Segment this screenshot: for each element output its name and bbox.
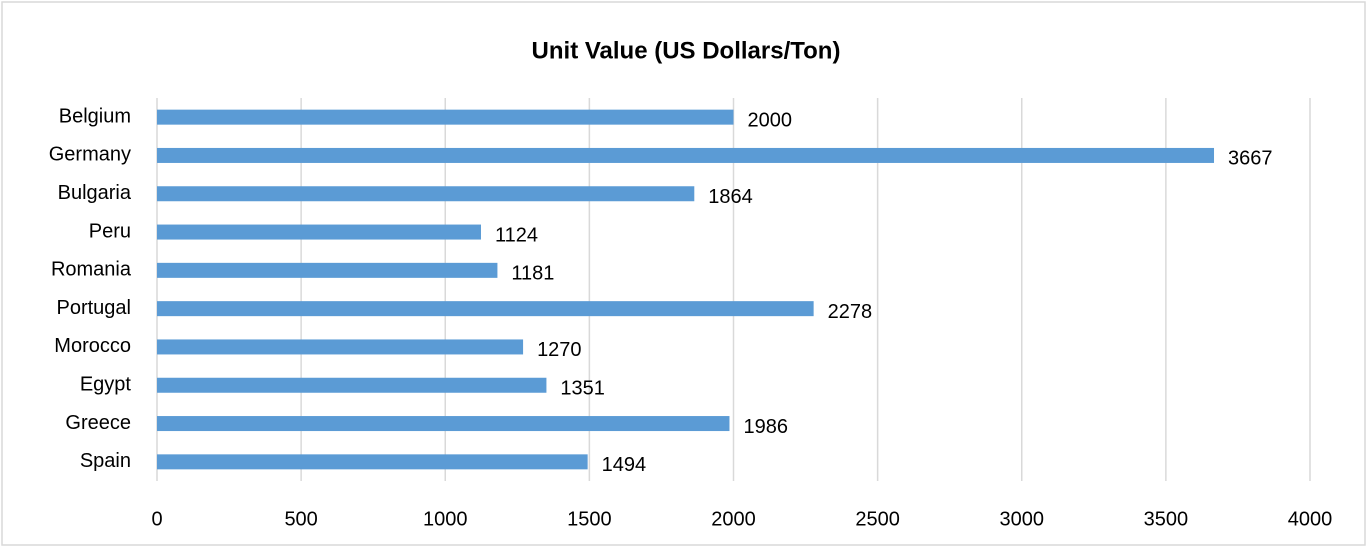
y-tick-label: Egypt	[80, 374, 132, 396]
x-tick-label: 500	[284, 508, 317, 530]
data-label: 1270	[537, 339, 582, 361]
chart-title: Unit Value (US Dollars/Ton)	[532, 37, 841, 64]
x-tick-label: 2500	[855, 508, 900, 530]
bar	[157, 262, 498, 278]
y-tick-label: Bulgaria	[58, 182, 132, 204]
x-tick-label: 3000	[1000, 508, 1045, 530]
x-tick-label: 1000	[423, 508, 468, 530]
bar	[157, 224, 481, 240]
data-label: 3667	[1228, 148, 1273, 170]
y-tick-label: Spain	[80, 450, 131, 472]
x-tick-label: 1500	[567, 508, 612, 530]
bar	[157, 109, 734, 125]
bar	[157, 301, 814, 317]
data-label: 2000	[748, 109, 793, 131]
data-label: 1494	[602, 454, 647, 476]
bar	[157, 339, 524, 355]
bar	[157, 454, 588, 470]
x-tick-label: 2000	[711, 508, 756, 530]
y-tick-label: Greece	[65, 412, 131, 434]
y-tick-label: Germany	[49, 144, 131, 166]
x-tick-label: 0	[151, 508, 162, 530]
bar	[157, 377, 547, 393]
bar	[157, 147, 1215, 163]
y-tick-label: Romania	[51, 259, 132, 281]
y-tick-label: Belgium	[59, 105, 131, 127]
data-label: 1124	[495, 224, 538, 246]
data-label: 1986	[743, 416, 788, 438]
y-tick-label: Portugal	[57, 297, 132, 319]
data-label: 1351	[560, 378, 605, 400]
data-label: 2278	[828, 301, 873, 323]
data-label: 1181	[511, 263, 554, 285]
x-tick-label: 3500	[1144, 508, 1189, 530]
data-label: 1864	[708, 186, 753, 208]
y-tick-label: Peru	[89, 220, 131, 242]
x-tick-label: 4000	[1288, 508, 1333, 530]
bar	[157, 186, 695, 202]
bar	[157, 416, 730, 432]
y-tick-label: Morocco	[54, 335, 131, 357]
